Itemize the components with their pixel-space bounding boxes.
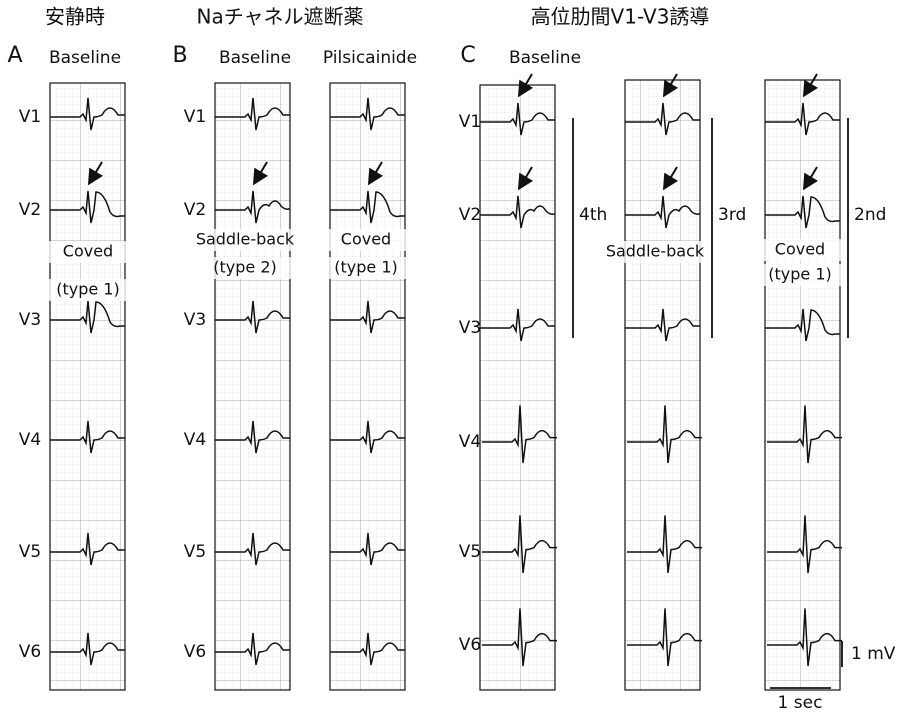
lead-label: V1 [459, 112, 481, 132]
ecg-strip [50, 83, 125, 690]
lead-label: V6 [19, 642, 41, 662]
lead-label: V3 [19, 310, 41, 330]
annotation: Coved [341, 230, 391, 249]
lead-label: V1 [184, 107, 206, 127]
voltage-scale-label: 1 mV [851, 644, 896, 664]
ecg-strip [765, 80, 840, 690]
lead-label: V5 [184, 542, 206, 562]
panel-letter: C [460, 43, 475, 68]
annotation: (type 1) [334, 258, 398, 277]
ecg-strip [215, 83, 290, 690]
strip-label: Pilsicainide [323, 48, 417, 68]
strip-label: Baseline [49, 48, 121, 68]
lead-label: V6 [184, 642, 206, 662]
panel-title: 高位肋間V1-V3誘導 [531, 5, 710, 29]
lead-label: V3 [184, 310, 206, 330]
annotation: Saddle-back [606, 242, 705, 261]
ecg-strip [330, 83, 405, 690]
annotation: Coved [63, 242, 113, 261]
annotation: Coved [775, 240, 825, 259]
annotation: (type 1) [56, 280, 120, 299]
lead-label: V2 [184, 200, 206, 220]
annotation: (type 1) [768, 265, 832, 284]
interspace-label: 4th [579, 205, 607, 225]
figure: 安静時 A V1 V2 V3 V4 V5 V6 Baseline Coved (type 1) Naチ… [0, 0, 898, 714]
lead-label: V4 [459, 432, 481, 452]
lead-label: V2 [459, 205, 481, 225]
interspace-label: 2nd [854, 205, 886, 225]
strip-label: Baseline [219, 48, 291, 68]
lead-label: V3 [459, 318, 481, 338]
panel-letter: B [172, 43, 187, 68]
lead-label: V4 [19, 430, 41, 450]
ecg-strip [625, 80, 700, 690]
lead-label: V5 [459, 542, 481, 562]
annotation: (type 2) [213, 258, 277, 277]
time-scale-label: 1 sec [778, 693, 823, 713]
panel-title: 安静時 [45, 5, 105, 29]
ecg-strip [480, 85, 555, 690]
strip-label: Baseline [509, 48, 581, 68]
panel-title: Naチャネル遮断薬 [196, 5, 363, 29]
panel-letter: A [7, 43, 22, 68]
lead-label: V1 [19, 107, 41, 127]
lead-label: V5 [19, 542, 41, 562]
lead-label: V2 [19, 200, 41, 220]
annotation: Saddle-back [196, 230, 295, 249]
interspace-label: 3rd [718, 205, 746, 225]
lead-label: V6 [459, 635, 481, 655]
lead-label: V4 [184, 430, 206, 450]
